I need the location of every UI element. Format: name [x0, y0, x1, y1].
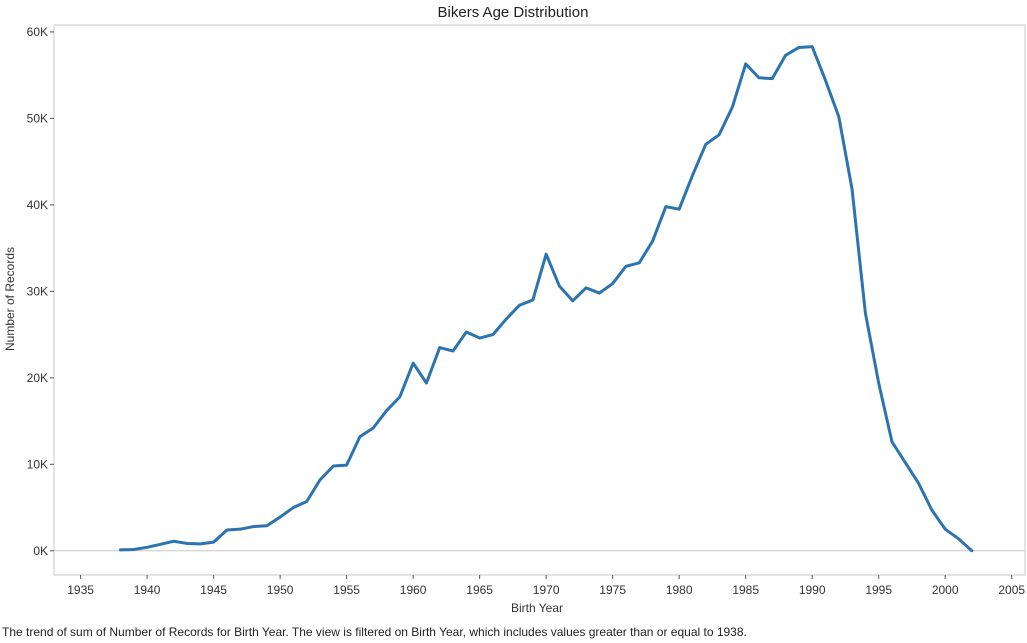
- data-point: [199, 542, 202, 546]
- y-axis: 0K 10K 20K 30K 40K 50K 60K: [27, 25, 54, 558]
- x-tick-label: 1945: [200, 583, 227, 597]
- data-point: [957, 537, 960, 540]
- data-point: [584, 286, 588, 290]
- data-point: [611, 282, 614, 285]
- data-point: [172, 540, 175, 543]
- data-point: [478, 336, 481, 340]
- plot-area: [53, 24, 1026, 576]
- line-chart: Bikers Age Distribution 0K 10K 20K 30K 40K 50…: [3, 4, 1026, 615]
- data-point: [252, 525, 255, 528]
- data-point: [544, 252, 548, 256]
- data-point: [824, 79, 827, 82]
- data-point: [598, 291, 601, 295]
- data-point: [345, 463, 348, 467]
- data-point: [717, 133, 721, 137]
- data-point: [890, 440, 894, 444]
- data-point: [518, 303, 521, 307]
- data-point: [145, 546, 149, 549]
- data-point: [491, 333, 495, 336]
- x-tick-label: 1955: [333, 583, 360, 597]
- data-point: [864, 311, 867, 315]
- data-point: [664, 205, 668, 208]
- data-point: [372, 426, 375, 430]
- data-point: [332, 464, 335, 468]
- data-point: [265, 524, 269, 527]
- data-point: [465, 330, 468, 334]
- y-axis-label: Number of Records: [3, 247, 17, 351]
- y-tick-label: 50K: [27, 111, 48, 125]
- data-point: [917, 482, 920, 485]
- x-tick-label: 1995: [865, 583, 892, 597]
- data-point: [691, 174, 694, 177]
- data-point: [638, 261, 641, 265]
- data-point: [425, 381, 428, 385]
- y-tick-label: 0K: [33, 544, 48, 558]
- data-point: [185, 542, 189, 545]
- data-point: [850, 188, 854, 191]
- data-point: [771, 77, 774, 80]
- x-tick-label: 1980: [666, 583, 693, 597]
- x-tick-label: 1970: [533, 583, 560, 597]
- y-tick-label: 40K: [27, 198, 48, 212]
- data-point: [624, 265, 628, 268]
- data-point: [704, 143, 707, 146]
- y-tick-label: 30K: [27, 284, 48, 298]
- data-point: [731, 105, 734, 109]
- data-point: [571, 299, 574, 303]
- data-point: [797, 46, 801, 49]
- data-point: [278, 515, 282, 519]
- data-point: [225, 528, 229, 532]
- data-point: [943, 527, 947, 531]
- data-point: [651, 239, 654, 243]
- x-tick-label: 1960: [400, 583, 427, 597]
- x-tick-label: 2000: [932, 583, 959, 597]
- chart-title: Bikers Age Distribution: [438, 4, 589, 21]
- x-tick-label: 1940: [134, 583, 161, 597]
- data-point: [930, 508, 934, 512]
- data-point: [904, 461, 907, 464]
- data-point: [451, 349, 455, 353]
- data-point: [212, 540, 215, 544]
- data-point: [757, 76, 761, 79]
- data-point: [411, 361, 415, 365]
- y-tick-label: 60K: [27, 25, 48, 39]
- data-point: [505, 317, 508, 321]
- chart-caption: The trend of sum of Number of Records fo…: [2, 625, 747, 639]
- data-point: [877, 381, 880, 385]
- x-tick-label: 1985: [732, 583, 759, 597]
- data-point: [784, 54, 787, 57]
- data-points: [119, 45, 973, 552]
- data-point: [119, 548, 122, 552]
- data-point: [159, 543, 162, 546]
- data-point: [677, 207, 681, 211]
- data-point: [558, 284, 561, 288]
- x-tick-label: 1950: [267, 583, 294, 597]
- data-point: [438, 346, 441, 349]
- data-point: [132, 548, 136, 551]
- data-point: [970, 549, 973, 552]
- data-point: [385, 409, 388, 412]
- data-point: [837, 115, 840, 118]
- data-point: [318, 478, 322, 482]
- data-point: [744, 62, 747, 66]
- data-point: [810, 45, 814, 48]
- data-point: [531, 298, 535, 302]
- x-axis-label: Birth Year: [511, 601, 563, 615]
- x-tick-label: 1935: [67, 583, 94, 597]
- x-tick-label: 1990: [799, 583, 826, 597]
- data-point: [239, 527, 242, 531]
- data-point: [292, 506, 295, 509]
- data-point: [358, 435, 362, 438]
- data-point: [398, 395, 402, 399]
- x-tick-label: 2005: [998, 583, 1025, 597]
- x-tick-label: 1975: [599, 583, 626, 597]
- data-point: [305, 500, 308, 503]
- y-tick-label: 10K: [27, 457, 48, 471]
- x-axis: 1935 1940 1945 1950 1955 1960 1965 1970 1975 1980…: [67, 575, 1025, 597]
- x-tick-label: 1965: [466, 583, 493, 597]
- y-tick-label: 20K: [27, 371, 48, 385]
